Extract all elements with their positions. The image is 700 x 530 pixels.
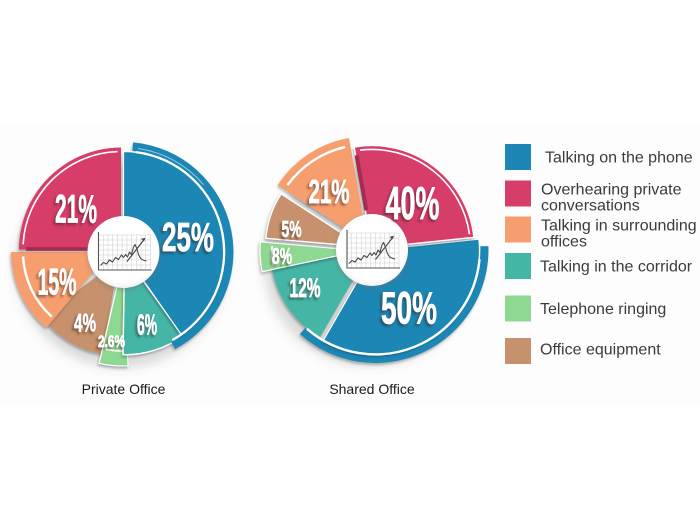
svg-text:12%: 12% — [290, 273, 321, 303]
svg-text:50%: 50% — [381, 282, 437, 333]
svg-text:Talking in surrounding: Talking in surrounding — [541, 218, 697, 235]
svg-text:Talking on the phone: Talking on the phone — [545, 150, 693, 167]
svg-text:Overhearing private: Overhearing private — [541, 182, 682, 199]
svg-text:21%: 21% — [309, 173, 350, 210]
svg-text:Telephone ringing: Telephone ringing — [540, 301, 666, 318]
svg-text:Office equipment: Office equipment — [540, 342, 661, 359]
svg-text:offices: offices — [541, 234, 587, 251]
svg-text:8%: 8% — [272, 243, 292, 269]
svg-text:Shared Office: Shared Office — [329, 381, 415, 397]
svg-text:6%: 6% — [137, 310, 157, 342]
svg-text:15%: 15% — [38, 262, 77, 303]
svg-text:2.6%: 2.6% — [98, 332, 125, 351]
svg-text:40%: 40% — [386, 177, 440, 229]
svg-text:Private Office: Private Office — [82, 381, 166, 397]
svg-text:5%: 5% — [282, 216, 302, 242]
svg-text:Talking in the corridor: Talking in the corridor — [540, 259, 693, 276]
svg-text:25%: 25% — [162, 214, 214, 260]
svg-text:21%: 21% — [55, 188, 97, 232]
svg-text:4%: 4% — [74, 310, 96, 338]
svg-text:conversations: conversations — [541, 198, 640, 215]
